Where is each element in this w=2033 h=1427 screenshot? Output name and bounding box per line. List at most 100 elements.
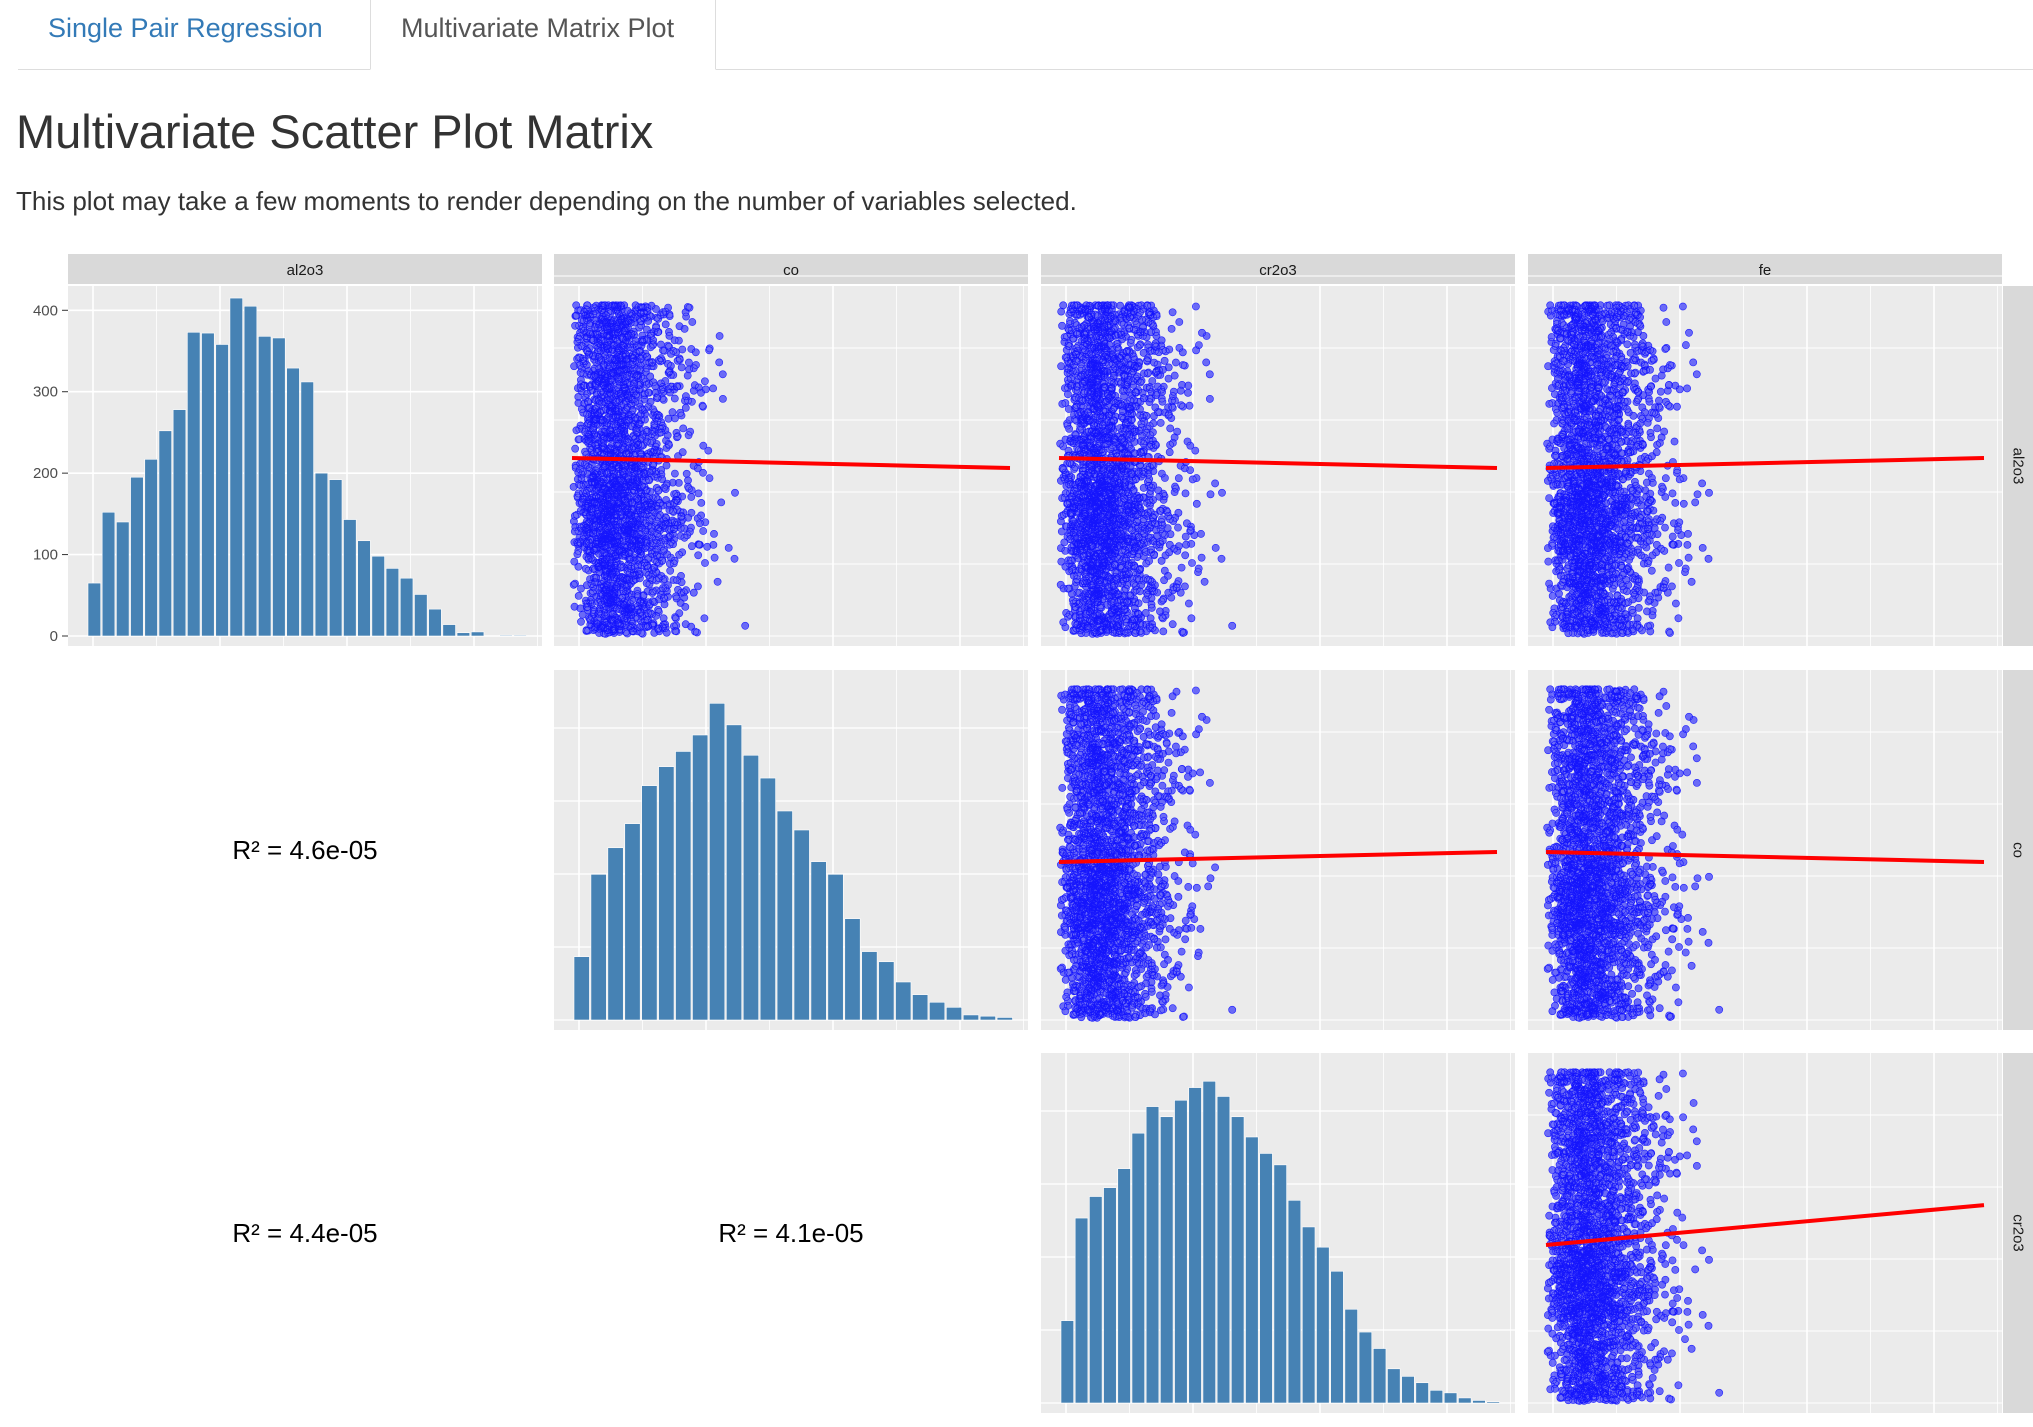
histogram-bar xyxy=(1074,1217,1089,1404)
column-strip-label: cr2o3 xyxy=(1259,262,1297,279)
histogram-bar xyxy=(1344,1308,1358,1404)
histogram-bar xyxy=(1202,1080,1216,1404)
histogram-bar xyxy=(776,810,793,1021)
histogram-bar xyxy=(929,1001,946,1021)
column-strip-label: co xyxy=(783,262,799,279)
histogram-bar xyxy=(607,847,624,1021)
tab-bar: Single Pair Regression Multivariate Matr… xyxy=(0,0,2033,70)
histogram-bar xyxy=(1188,1087,1202,1404)
histogram-bar xyxy=(1458,1397,1472,1404)
histogram-bar xyxy=(1330,1270,1344,1404)
histogram-bar xyxy=(442,624,456,637)
y-tick-label: 0 xyxy=(50,628,58,645)
histogram-bar xyxy=(1273,1164,1287,1404)
regression-line xyxy=(1545,850,1985,864)
histogram-bar xyxy=(878,961,895,1021)
y-tick-label: 200 xyxy=(33,465,58,482)
regression-line xyxy=(1058,456,1498,470)
histogram-bar xyxy=(385,568,400,637)
histogram-bar xyxy=(499,634,513,637)
row-strip-label: al2o3 xyxy=(2010,448,2027,485)
y-tick-label: 300 xyxy=(33,384,58,401)
histogram-bar xyxy=(1316,1246,1330,1404)
histogram-bar xyxy=(742,754,759,1021)
histogram-bar xyxy=(793,829,810,1021)
histogram-bar xyxy=(641,785,658,1021)
r-squared-label: R² = 4.6e-05 xyxy=(232,835,377,865)
histogram-bar xyxy=(573,956,590,1021)
histogram-bar xyxy=(658,766,675,1021)
histogram-bar xyxy=(1429,1390,1444,1404)
scatter-points xyxy=(569,301,750,638)
row-strip xyxy=(2003,1053,2033,1413)
row-strip-label: co xyxy=(2010,842,2027,858)
column-strip xyxy=(1041,254,1515,284)
histogram-bar xyxy=(215,344,229,637)
column-strip xyxy=(68,254,542,284)
histogram-bar xyxy=(861,951,878,1021)
regression-line xyxy=(571,456,1011,470)
histogram-bar xyxy=(1231,1116,1245,1404)
scatter-plot-matrix: al2o3 co cr2o3 fe al2o3 co cr2o3 0 100 200 300 400 R… xyxy=(33,254,2033,1413)
tab-bar-border xyxy=(18,69,2033,70)
histogram-bar xyxy=(414,594,428,637)
histogram-bar xyxy=(1216,1096,1231,1404)
histogram-bar xyxy=(229,297,243,637)
histogram-bar xyxy=(912,994,929,1021)
histogram-bar xyxy=(357,540,371,637)
histogram-bar xyxy=(759,777,776,1021)
histogram-bar xyxy=(1472,1400,1486,1404)
histogram-bar xyxy=(1131,1132,1145,1404)
row-strip xyxy=(2003,286,2033,646)
histogram-bar xyxy=(300,381,314,637)
histogram-bar xyxy=(399,577,414,637)
histogram-bar xyxy=(101,511,116,637)
row-strip xyxy=(2003,670,2033,1030)
histogram-bar xyxy=(258,336,272,637)
histogram-bar xyxy=(201,332,215,637)
histogram-bar xyxy=(144,459,158,637)
histogram-bar xyxy=(590,874,607,1021)
column-strip-label: fe xyxy=(1759,262,1772,279)
histogram-bar xyxy=(1174,1099,1188,1404)
histogram-bar xyxy=(844,918,861,1021)
histogram-bar xyxy=(1401,1376,1415,1404)
histogram-bar xyxy=(1358,1331,1373,1404)
histogram-bar xyxy=(996,1017,1013,1021)
histogram-bar xyxy=(456,632,471,637)
y-tick-label: 400 xyxy=(33,302,58,319)
r-squared-label: R² = 4.1e-05 xyxy=(718,1218,863,1248)
histogram-bar xyxy=(624,823,641,1021)
regression-line xyxy=(1545,1203,1985,1247)
histogram-bar xyxy=(1089,1196,1103,1404)
column-strip-label: al2o3 xyxy=(287,262,324,279)
histogram-bar xyxy=(343,519,357,637)
histogram-bar xyxy=(1103,1187,1117,1404)
tab-multivariate-matrix-plot[interactable]: Multivariate Matrix Plot xyxy=(370,0,716,70)
column-strip xyxy=(554,254,1028,284)
scatter-points xyxy=(1056,685,1237,1022)
histogram-bar xyxy=(946,1007,963,1021)
histogram-bar xyxy=(1287,1200,1302,1404)
histogram-bar xyxy=(286,367,300,637)
page-subtitle: This plot may take a few moments to rend… xyxy=(16,186,1077,216)
row-strip-label: cr2o3 xyxy=(2010,1214,2027,1252)
histogram-bar xyxy=(513,634,527,637)
regression-line xyxy=(1545,456,1985,470)
histogram-bar xyxy=(1145,1106,1160,1404)
histogram-bar xyxy=(827,874,844,1021)
tab-single-pair-regression[interactable]: Single Pair Regression xyxy=(48,13,323,43)
column-strip xyxy=(1528,254,2002,284)
histogram-bar xyxy=(470,631,485,637)
histogram-bar xyxy=(1259,1153,1273,1404)
histogram-bar xyxy=(172,409,187,637)
histogram-bar xyxy=(1301,1226,1316,1404)
histogram-bar xyxy=(1117,1168,1131,1404)
histogram-bar xyxy=(675,751,692,1021)
page-title: Multivariate Scatter Plot Matrix xyxy=(16,105,654,158)
histogram-bar xyxy=(116,521,130,637)
histogram-bar xyxy=(1415,1382,1429,1404)
histogram-bar xyxy=(130,476,144,637)
histogram-bar xyxy=(1060,1320,1074,1404)
y-tick-label: 100 xyxy=(33,547,58,564)
